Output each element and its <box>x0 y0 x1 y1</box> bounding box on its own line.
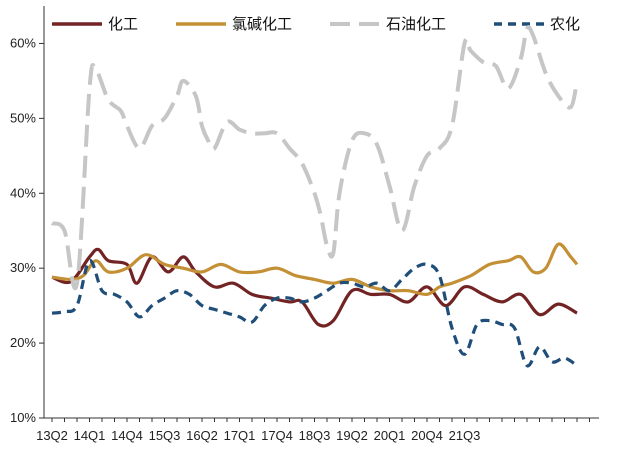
x-tick-label: 20Q1 <box>374 428 406 443</box>
x-tick-label: 14Q4 <box>111 428 143 443</box>
y-tick-label: 20% <box>10 335 36 350</box>
axes: 10% 20% 30% 40% 50% 60% 13Q2 14Q1 14Q4 15Q3 16Q2 17… <box>10 6 599 443</box>
y-tick-label: 30% <box>10 260 36 275</box>
series-line-3 <box>50 25 579 291</box>
x-tick-label: 15Q3 <box>149 428 181 443</box>
y-tick-label: 40% <box>10 185 36 200</box>
x-tick-label: 13Q2 <box>36 428 68 443</box>
legend-label-4: 农化 <box>550 15 580 33</box>
x-tick-label: 14Q1 <box>74 428 106 443</box>
series-line-2 <box>51 242 579 297</box>
y-tick-label: 10% <box>10 410 36 425</box>
x-tick-label: 19Q2 <box>336 428 368 443</box>
legend-label-1: 化工 <box>108 15 138 33</box>
x-tick-label: 17Q4 <box>261 428 293 443</box>
x-tick-label: 20Q4 <box>411 428 443 443</box>
series-line-4 <box>51 259 578 368</box>
x-tick-label: 17Q1 <box>224 428 256 443</box>
legend-label-2: 氯碱化工 <box>232 15 292 33</box>
legend-label-3: 石油化工 <box>386 15 446 33</box>
x-tick-label: 21Q3 <box>449 428 481 443</box>
series-layer <box>50 25 579 368</box>
x-tick-label: 18Q3 <box>299 428 331 443</box>
y-tick-label: 50% <box>10 110 36 125</box>
legend: 化工 氯碱化工 石油化工 农化 <box>52 15 580 33</box>
x-tick-label: 16Q2 <box>186 428 218 443</box>
y-tick-label: 60% <box>10 35 36 50</box>
